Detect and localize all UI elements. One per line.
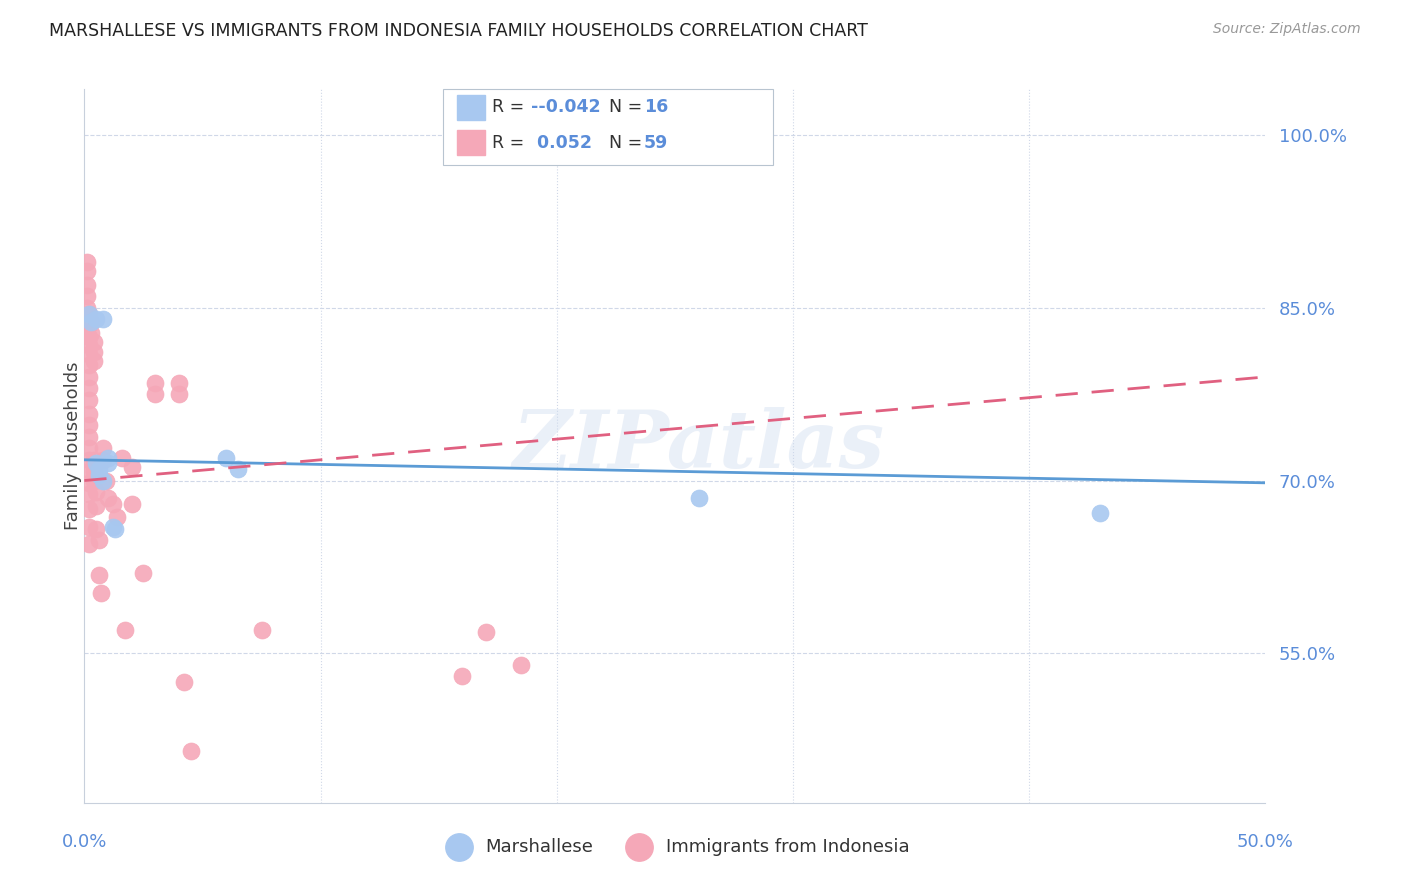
Point	[107, 510, 129, 524]
Point	[77, 307, 100, 321]
Point	[83, 464, 105, 478]
Point	[76, 301, 98, 315]
Legend: Marshallese, Immigrants from Indonesia: Marshallese, Immigrants from Indonesia	[433, 831, 917, 863]
Point	[180, 744, 202, 758]
Point	[250, 623, 273, 637]
Text: N =: N =	[598, 134, 647, 152]
Point	[77, 475, 100, 490]
Point	[77, 487, 100, 501]
Point	[77, 370, 100, 384]
Text: MARSHALLESE VS IMMIGRANTS FROM INDONESIA FAMILY HOUSEHOLDS CORRELATION CHART: MARSHALLESE VS IMMIGRANTS FROM INDONESIA…	[49, 22, 868, 40]
Point	[101, 497, 124, 511]
Point	[77, 502, 100, 516]
Point	[132, 566, 155, 580]
Point	[77, 329, 100, 343]
Point	[83, 452, 105, 467]
Point	[94, 474, 117, 488]
Point	[83, 474, 105, 488]
Point	[77, 452, 100, 467]
Point	[84, 522, 107, 536]
Point	[87, 462, 110, 476]
Point	[84, 312, 107, 326]
Point	[84, 485, 107, 500]
Point	[76, 277, 98, 292]
Point	[77, 307, 100, 321]
Point	[77, 519, 100, 533]
Text: 16: 16	[644, 98, 668, 116]
Point	[121, 497, 143, 511]
Point	[77, 418, 100, 433]
Text: N =: N =	[598, 98, 647, 116]
Point	[173, 675, 195, 690]
Point	[87, 533, 110, 548]
Point	[91, 312, 114, 326]
Point	[83, 335, 105, 350]
Text: R =: R =	[492, 98, 530, 116]
Point	[97, 456, 120, 470]
Point	[80, 315, 103, 329]
Point	[226, 462, 249, 476]
Point	[91, 442, 114, 456]
Point	[83, 344, 105, 359]
Point	[77, 318, 100, 333]
Point	[143, 376, 166, 390]
Point	[77, 537, 100, 551]
Point	[77, 442, 100, 456]
Point	[90, 586, 112, 600]
Y-axis label: Family Households: Family Households	[65, 362, 82, 530]
Point	[91, 452, 114, 467]
Point	[97, 450, 120, 465]
Point	[77, 359, 100, 373]
Point	[167, 376, 190, 390]
Point	[510, 657, 533, 672]
Point	[475, 625, 498, 640]
Point	[77, 347, 100, 361]
Point	[91, 474, 114, 488]
Text: 0.0%: 0.0%	[62, 833, 107, 851]
Point	[87, 568, 110, 582]
Point	[76, 255, 98, 269]
Text: ZIPatlas: ZIPatlas	[512, 408, 884, 484]
Point	[101, 519, 124, 533]
Point	[77, 392, 100, 407]
Point	[76, 289, 98, 303]
Text: R =: R =	[492, 134, 530, 152]
Point	[87, 467, 110, 482]
Point	[77, 337, 100, 351]
Point	[97, 491, 120, 505]
Point	[104, 522, 127, 536]
Point	[77, 407, 100, 421]
Point	[80, 315, 103, 329]
Text: Source: ZipAtlas.com: Source: ZipAtlas.com	[1213, 22, 1361, 37]
Point	[121, 459, 143, 474]
Point	[83, 354, 105, 368]
Point	[77, 464, 100, 478]
Text: 50.0%: 50.0%	[1237, 833, 1294, 851]
Point	[84, 456, 107, 470]
Text: 59: 59	[644, 134, 668, 152]
Text: 0.052: 0.052	[531, 134, 592, 152]
Point	[143, 387, 166, 401]
Point	[77, 381, 100, 395]
Point	[215, 450, 238, 465]
Text: --0.042: --0.042	[531, 98, 602, 116]
Point	[167, 387, 190, 401]
Point	[1088, 506, 1111, 520]
Point	[76, 264, 98, 278]
Point	[451, 669, 474, 683]
Point	[77, 430, 100, 444]
Point	[114, 623, 136, 637]
Point	[80, 326, 103, 341]
Point	[688, 491, 710, 505]
Point	[84, 499, 107, 513]
Point	[111, 450, 134, 465]
